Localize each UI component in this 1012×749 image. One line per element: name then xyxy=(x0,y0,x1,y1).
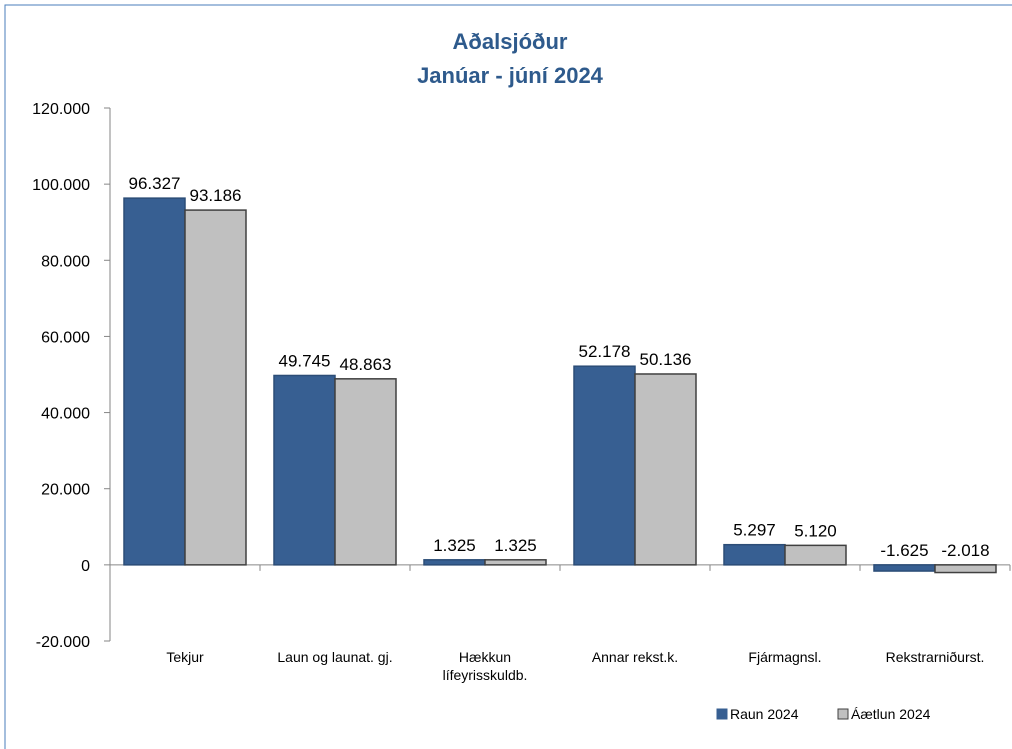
y-tick-label: 120.000 xyxy=(32,101,90,118)
data-label: 1.325 xyxy=(494,536,537,555)
y-tick-label: -20.000 xyxy=(36,634,90,651)
y-tick-label: 100.000 xyxy=(32,177,90,194)
bar xyxy=(123,197,186,566)
y-tick-label: 20.000 xyxy=(41,482,90,499)
data-label: 50.136 xyxy=(640,350,692,369)
bar xyxy=(723,543,786,566)
bar xyxy=(423,559,486,566)
legend-swatch xyxy=(716,708,728,720)
y-tick-label: 80.000 xyxy=(41,253,90,270)
bar xyxy=(873,564,936,572)
bar xyxy=(634,373,697,566)
legend-label: Raun 2024 xyxy=(730,706,799,722)
chart-title: Aðalsjóður xyxy=(453,29,568,54)
y-tick-label: 60.000 xyxy=(41,329,90,346)
x-tick-label: Tekjur xyxy=(166,649,204,665)
data-label: 96.327 xyxy=(129,174,181,193)
bar xyxy=(484,559,547,566)
bar xyxy=(573,365,636,566)
bar xyxy=(934,564,997,574)
x-tick-label: Hækkun lífeyrisskuldb. xyxy=(442,649,528,683)
legend-label: Áætlun 2024 xyxy=(851,706,931,722)
x-tick-label: Annar rekst.k. xyxy=(591,649,679,665)
data-label: 5.120 xyxy=(794,521,837,540)
data-label: 1.325 xyxy=(433,536,476,555)
y-tick-label: 0 xyxy=(81,558,90,575)
chart-subtitle: Janúar - júní 2024 xyxy=(417,63,604,88)
data-label: 52.178 xyxy=(579,342,631,361)
data-label: 49.745 xyxy=(279,351,331,370)
bar xyxy=(273,374,336,566)
y-tick-label: 40.000 xyxy=(41,406,90,423)
data-label: 5.297 xyxy=(733,521,776,540)
bar xyxy=(784,544,847,566)
data-label: 93.186 xyxy=(190,186,242,205)
x-tick-label: Fjármagnsl. xyxy=(748,649,822,665)
x-tick-label: Laun og launat. gj. xyxy=(277,649,393,665)
frame xyxy=(4,4,1012,749)
legend-swatch xyxy=(837,708,849,720)
data-label: 48.863 xyxy=(340,355,392,374)
bar xyxy=(184,209,247,566)
x-tick-label: Rekstrarniðurst. xyxy=(885,649,985,665)
data-label: -2.018 xyxy=(941,541,989,560)
data-label: -1.625 xyxy=(880,541,928,560)
bar xyxy=(334,378,397,566)
